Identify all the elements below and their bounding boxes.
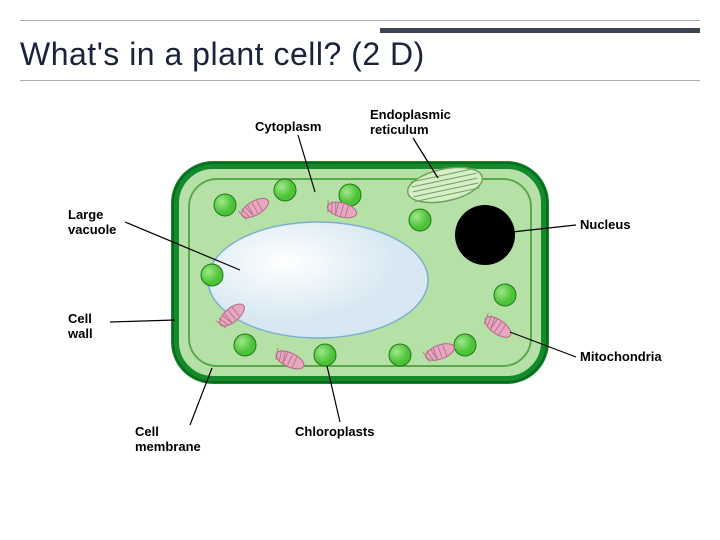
label-vacuole: Large vacuole bbox=[68, 208, 116, 238]
header-rule-thin bbox=[20, 20, 700, 21]
page-title: What's in a plant cell? (2 D) bbox=[20, 36, 425, 73]
label-er: Endoplasmic reticulum bbox=[370, 108, 451, 138]
label-cytoplasm: Cytoplasm bbox=[255, 120, 321, 135]
label-mitochondria: Mitochondria bbox=[580, 350, 662, 365]
header-rule-thick bbox=[380, 28, 700, 33]
label-cell-wall: Cell wall bbox=[68, 312, 93, 342]
title-underline bbox=[20, 80, 700, 81]
plant-cell-diagram: Cytoplasm Endoplasmic reticulum Large va… bbox=[40, 100, 680, 520]
label-nucleus: Nucleus bbox=[580, 218, 631, 233]
label-chloroplasts: Chloroplasts bbox=[295, 425, 374, 440]
label-cell-membrane: Cell membrane bbox=[135, 425, 201, 455]
diagram-svg bbox=[40, 100, 680, 520]
